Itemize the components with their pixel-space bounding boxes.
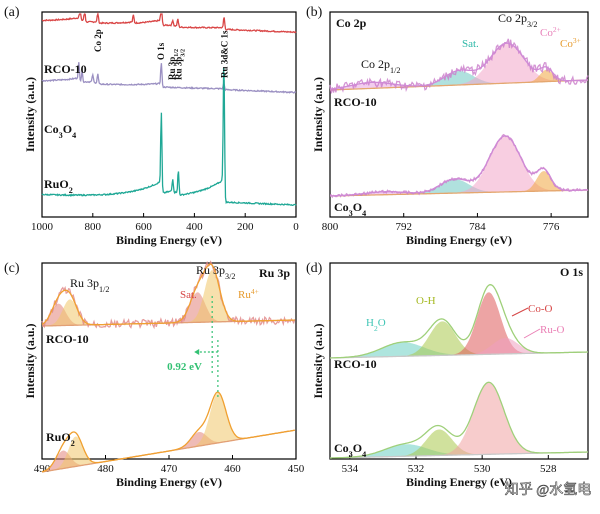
panel-b: 800 792 784 776 Binding Energy (eV) Intensity…	[306, 5, 589, 247]
component-fill	[330, 321, 588, 358]
plot-frame	[329, 11, 589, 218]
plot-frame	[41, 11, 297, 218]
x-axis-label: Binding Energy (eV)	[406, 233, 512, 247]
series-line-RuO2	[41, 67, 297, 207]
baseline-line	[330, 79, 588, 91]
x-tick-label: 792	[395, 221, 412, 233]
envelope-line	[329, 284, 588, 359]
component-fill	[330, 444, 588, 458]
peak-label: Co-O	[528, 303, 553, 315]
component-fill	[330, 179, 588, 196]
x-tick-label: 480	[97, 463, 114, 475]
legend-label: Co3O4	[44, 122, 76, 140]
component-fill	[330, 69, 588, 90]
envelope-line	[41, 391, 295, 473]
plot-frame	[329, 262, 589, 460]
panel-letter: (c)	[4, 261, 20, 276]
series-line-Co3O4	[41, 62, 297, 94]
x-tick-label: 460	[224, 463, 241, 475]
y-axis-label: Intensity (a.u.)	[311, 323, 325, 398]
peak-label: Ru 3p1/2	[70, 276, 109, 294]
sample-label: Co3O4	[334, 200, 366, 218]
x-tick-label: 528	[540, 463, 557, 475]
peak-label: Sat.	[462, 38, 479, 50]
annotation-arrow	[523, 328, 541, 339]
sample-label: RCO-10	[334, 95, 377, 109]
peak-label: Sat.	[180, 289, 197, 301]
panel-title: O 1s	[560, 265, 583, 279]
x-tick-label: 0	[293, 221, 299, 233]
panel-title: Ru 3p	[259, 266, 290, 280]
component-fill	[42, 299, 295, 326]
x-tick-label: 532	[408, 463, 425, 475]
envelope-line	[41, 263, 295, 326]
y-axis-label: Intensity (a.u.)	[23, 77, 37, 152]
x-axis-label: Binding Energy (eV)	[116, 233, 222, 247]
peak-label: Co 2p3/2	[498, 11, 537, 29]
component-fill	[330, 135, 588, 196]
x-tick-label: 800	[322, 221, 339, 233]
panel-title: Co 2p	[336, 16, 367, 30]
y-axis-label: Intensity (a.u.)	[311, 77, 325, 152]
peak-label: Co 2p1/2	[361, 57, 400, 75]
envelope-line	[330, 381, 588, 459]
x-axis-label: Binding Energy (eV)	[406, 475, 512, 489]
baseline-line	[330, 189, 588, 197]
x-tick-label: 776	[543, 221, 560, 233]
x-tick-label: 800	[85, 221, 102, 233]
x-tick-label: 600	[135, 221, 152, 233]
panel-letter: (d)	[306, 261, 323, 276]
annotation-label: O 1s	[156, 42, 166, 60]
y-axis-label: Intensity (a.u.)	[23, 323, 37, 398]
peak-label: Ru4+	[238, 287, 259, 302]
sample-label: RuO2	[46, 430, 75, 448]
x-tick-label: 400	[186, 221, 203, 233]
panel-letter: (a)	[4, 5, 20, 20]
panel-letter: (b)	[306, 5, 323, 20]
watermark-text: 知乎 @水氢电	[505, 481, 591, 498]
annotation-arrow	[511, 307, 529, 317]
x-tick-label: 450	[288, 463, 305, 475]
x-tick-label: 490	[34, 463, 51, 475]
x-tick-label: 200	[237, 221, 254, 233]
shift-arrowhead	[194, 349, 200, 355]
envelope-line	[329, 42, 588, 90]
component-fill	[330, 71, 588, 90]
panel-c: 490 480 470 460 450 Binding Energy (eV) Intens…	[4, 260, 305, 489]
legend-label: RuO2	[44, 177, 73, 195]
x-tick-label: 530	[474, 463, 491, 475]
x-tick-label: 470	[161, 463, 178, 475]
annotation-label: Co 2p	[93, 29, 103, 52]
peak-label: Co2+	[540, 25, 561, 40]
legend-label: RCO-10	[44, 62, 87, 76]
peak-label: Ru 3p3/2	[196, 263, 235, 281]
component-fill	[330, 171, 588, 196]
panel-d: 534 532 530 528 Binding Energy (eV) Intensity…	[306, 261, 589, 489]
sample-label: RCO-10	[46, 332, 89, 346]
sample-label: Co3O4	[334, 441, 366, 459]
x-axis-label: Binding Energy (eV)	[116, 475, 222, 489]
panel-a: 1000 800 600 400 200 0 Binding Energy (eV) Inte…	[4, 5, 299, 247]
shift-annotation: 0.92 eV	[167, 361, 202, 373]
peak-label: O-H	[416, 295, 436, 307]
peak-label: Co3+	[560, 36, 581, 51]
peak-label: H2O	[366, 317, 386, 333]
annotation-label: Ru 3d&C 1s	[219, 30, 229, 78]
peak-label: Ru-O	[540, 324, 565, 336]
x-tick-label: 784	[469, 221, 486, 233]
component-fill	[330, 342, 588, 358]
x-tick-label: 534	[342, 463, 359, 475]
series-line-RCO-10	[41, 11, 297, 34]
annotation-label: Ru 3p3/2	[173, 49, 186, 80]
component-fill	[330, 43, 588, 90]
envelope-line	[330, 135, 588, 197]
x-tick-label: 1000	[31, 221, 54, 233]
sample-label: RCO-10	[334, 357, 377, 371]
annotation-label: Ru 3p1/2	[167, 49, 180, 80]
component-fill	[330, 382, 588, 458]
